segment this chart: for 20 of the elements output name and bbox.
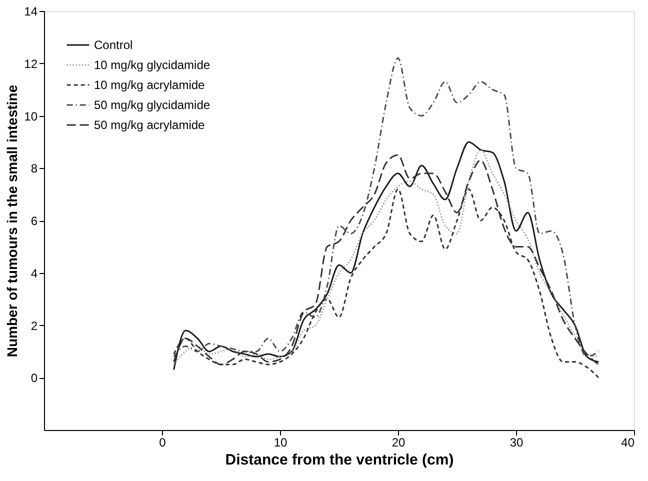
x-tick-label: 0 — [159, 436, 166, 450]
y-tick-label: 4 — [30, 266, 38, 280]
x-tick-label: 20 — [392, 436, 406, 450]
y-tick-label: 2 — [30, 318, 38, 333]
y-tick-label: 8 — [30, 162, 38, 176]
y-tick-label: 0 — [30, 371, 38, 386]
x-tick-label: 30 — [510, 436, 524, 450]
y-tick-label: 6 — [30, 214, 38, 228]
legend-label: 10 mg/kg glycidamide — [94, 58, 210, 72]
x-tick-label: 10 — [274, 436, 288, 450]
y-tick-label: 12 — [24, 56, 38, 71]
legend-label: Control — [94, 38, 133, 52]
y-axis-title: Number of tumours in the small intestine — [4, 84, 20, 358]
x-tick-label: 40 — [621, 436, 635, 450]
y-tick-label: 14 — [24, 4, 38, 18]
y-tick-label: 10 — [24, 109, 38, 124]
x-axis-title: Distance from the ventricle (cm) — [225, 452, 454, 468]
legend-label: 50 mg/kg glycidamide — [94, 98, 210, 112]
legend-label: 50 mg/kg acrylamide — [94, 118, 206, 132]
legend-label: 10 mg/kg acrylamide — [94, 78, 206, 92]
